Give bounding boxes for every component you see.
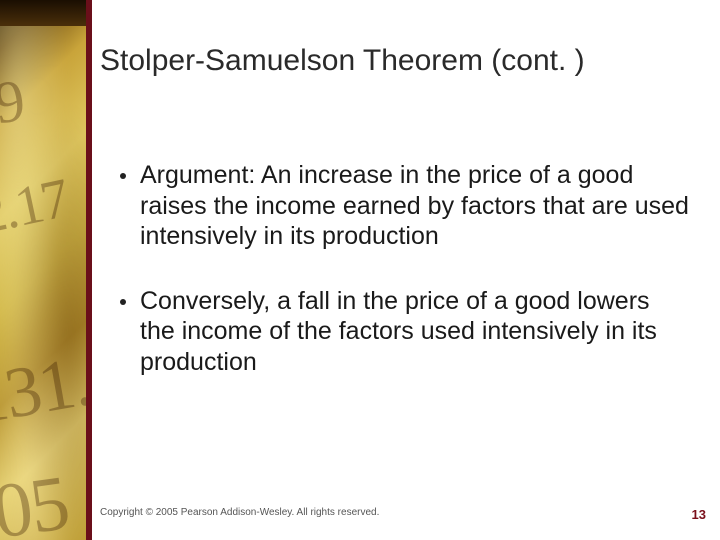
bg-number-3: .05 — [0, 457, 73, 540]
sidebar-decorative: 9 2.17 131. .05 — [0, 0, 86, 540]
sidebar-topband — [0, 0, 86, 26]
copyright-text: Copyright © 2005 Pearson Addison-Wesley.… — [100, 507, 379, 518]
bg-number-1: 2.17 — [0, 166, 73, 247]
bg-number-0: 9 — [0, 66, 27, 138]
bullet-dot-icon — [120, 299, 126, 305]
list-item: Argument: An increase in the price of a … — [120, 160, 690, 252]
list-item: Conversely, a fall in the price of a goo… — [120, 286, 690, 378]
bullet-dot-icon — [120, 173, 126, 179]
slide-content: Stolper-Samuelson Theorem (cont. ) Argum… — [92, 0, 720, 540]
page-number: 13 — [692, 507, 706, 522]
bullet-text: Argument: An increase in the price of a … — [140, 160, 690, 252]
bullet-text: Conversely, a fall in the price of a goo… — [140, 286, 690, 378]
bullet-list: Argument: An increase in the price of a … — [120, 160, 690, 411]
page-title: Stolper-Samuelson Theorem (cont. ) — [100, 44, 585, 78]
bg-number-2: 131. — [0, 340, 86, 442]
